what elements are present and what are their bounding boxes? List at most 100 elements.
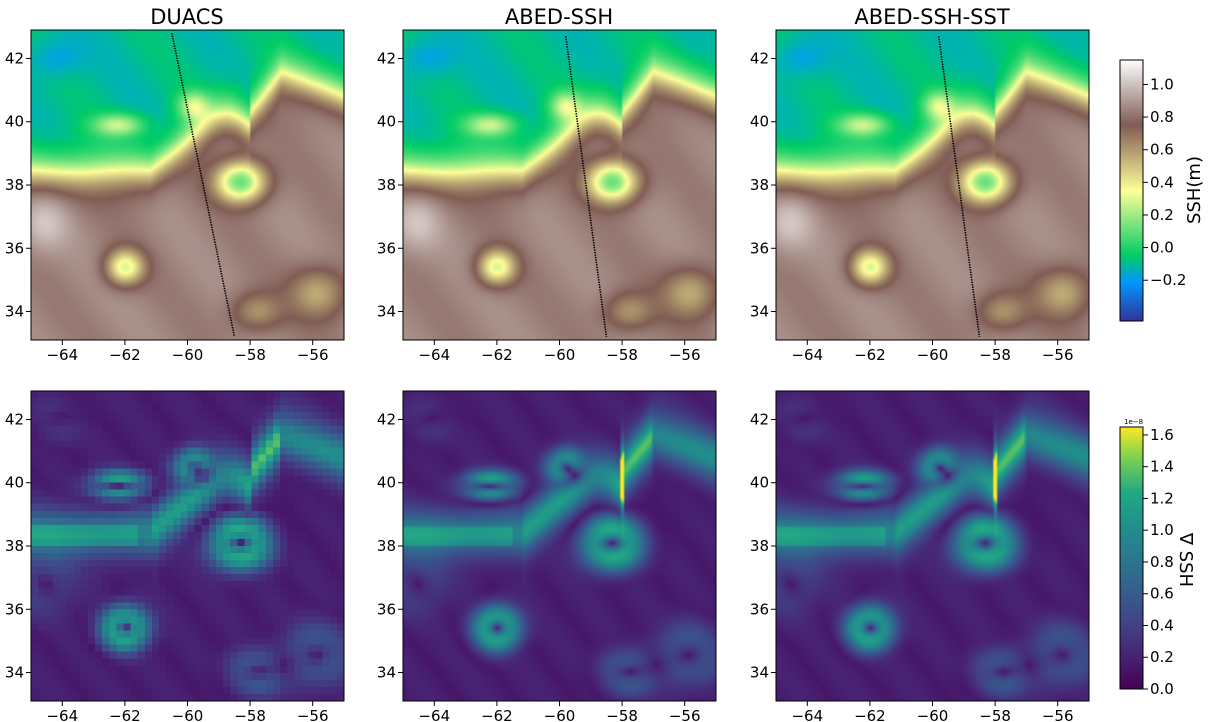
colorbar-tick-label: 0.4 — [1150, 173, 1174, 191]
gradient-heatmap-image — [31, 391, 344, 701]
colorbar-gradient — [1120, 60, 1143, 321]
x-tick-label: −56 — [669, 707, 701, 722]
y-tick-label: 40 — [750, 474, 769, 492]
x-tick-label: −58 — [606, 707, 638, 722]
panel-duacs-gradient: −64 −62 −60 −58 −56 34 36 38 40 42 — [5, 390, 345, 722]
colorbar-tick-label: 0.6 — [1150, 585, 1174, 603]
y-tick-label: 38 — [750, 537, 769, 555]
colorbar-tick-label: 0.8 — [1150, 108, 1174, 126]
panel-title: ABED-SSH — [505, 5, 613, 29]
colorbar-tick-label: 0.6 — [1150, 141, 1174, 159]
x-tick-label: −64 — [418, 707, 450, 722]
colorbar-tick-label: 0.8 — [1150, 553, 1174, 571]
gradient-heatmap — [31, 391, 344, 701]
colorbar-label: SSH(m) — [1184, 156, 1205, 224]
x-tick-label: −64 — [791, 707, 823, 722]
x-tick-label: −60 — [917, 346, 949, 364]
x-tick-label: −64 — [46, 707, 78, 722]
y-tick-label: 36 — [377, 600, 396, 618]
gradient-heatmap — [776, 391, 1089, 701]
x-tick-label: −64 — [791, 346, 823, 364]
y-tick-label: 36 — [750, 600, 769, 618]
y-tick-label: 40 — [750, 113, 769, 131]
x-tick-label: −56 — [297, 707, 329, 722]
x-tick-label: −62 — [481, 346, 513, 364]
y-tick-label: 36 — [5, 239, 24, 257]
y-tick-label: 38 — [377, 537, 396, 555]
x-tick-label: −56 — [669, 346, 701, 364]
ssh-heatmap-image — [31, 30, 344, 340]
y-tick-label: 42 — [377, 49, 396, 67]
ssh-heatmap-image — [403, 30, 716, 340]
colorbar-ssh: −0.2 0.0 0.2 0.4 0.6 0.8 1.0 SSH(m) — [1119, 59, 1205, 322]
colorbar-frame — [1119, 59, 1144, 322]
y-tick-label: 42 — [5, 410, 24, 428]
satellite-track — [937, 36, 981, 337]
x-tick-label: −60 — [172, 346, 204, 364]
colorbar-tick-label: 1.6 — [1150, 426, 1174, 444]
x-tick-label: −56 — [1042, 346, 1074, 364]
y-tick-label: 40 — [377, 474, 396, 492]
y-tick-label: 36 — [5, 600, 24, 618]
y-tick-label: 40 — [377, 113, 396, 131]
y-tick-label: 34 — [750, 664, 769, 682]
colorbar-tick-label: 1.0 — [1150, 75, 1174, 93]
colorbar-frame — [1119, 426, 1144, 690]
gradient-heatmap-image — [776, 391, 1089, 701]
x-tick-label: −60 — [544, 346, 576, 364]
colorbar-tick-label: 0.4 — [1150, 616, 1174, 634]
y-tick-label: 36 — [377, 239, 396, 257]
x-tick-label: −56 — [1042, 707, 1074, 722]
x-axis: −64 −62 −60 −58 −56 — [418, 701, 701, 722]
y-tick-label: 38 — [750, 176, 769, 194]
colorbar-tick-label: 0.2 — [1150, 648, 1174, 666]
y-tick-label: 40 — [5, 474, 24, 492]
panel-title: ABED-SSH-SST — [854, 5, 1009, 29]
panel-abed-ssh-ssh: ABED-SSH −64 −62 −60 −58 −56 34 36 38 40 42 — [377, 5, 717, 364]
y-tick-label: 42 — [750, 410, 769, 428]
y-tick-label: 42 — [750, 49, 769, 67]
panel-abed-ssh-sst-gradient: −64 −62 −60 −58 −56 34 36 38 40 42 — [750, 390, 1090, 722]
x-tick-label: −58 — [234, 707, 266, 722]
y-tick-label: 38 — [5, 537, 24, 555]
colorbar-exponent: 1e−8 — [1124, 418, 1143, 426]
x-axis: −64 −62 −60 −58 −56 — [791, 340, 1074, 364]
colorbar-tick-label: 1.4 — [1150, 458, 1174, 476]
satellite-track — [564, 36, 608, 337]
y-axis: 34 36 38 40 42 — [377, 410, 403, 682]
colorbar-ticks: −0.2 0.0 0.2 0.4 0.6 0.8 1.0 — [1143, 75, 1186, 289]
y-tick-label: 34 — [5, 664, 24, 682]
y-tick-label: 38 — [377, 176, 396, 194]
ssh-heatmap — [403, 30, 716, 340]
colorbar-tick-label: 0.0 — [1150, 239, 1174, 257]
x-axis: −64 −62 −60 −58 −56 — [418, 340, 701, 364]
ssh-heatmap — [31, 30, 344, 340]
y-tick-label: 34 — [377, 303, 396, 321]
x-tick-label: −62 — [481, 707, 513, 722]
x-tick-label: −62 — [109, 707, 141, 722]
x-tick-label: −62 — [854, 346, 886, 364]
y-tick-label: 36 — [750, 239, 769, 257]
colorbar-tick-label: 1.2 — [1150, 489, 1174, 507]
x-axis: −64 −62 −60 −58 −56 — [46, 340, 329, 364]
y-tick-label: 38 — [5, 176, 24, 194]
ssh-heatmap-image — [776, 30, 1089, 340]
colorbar-gradient — [1120, 427, 1143, 689]
x-tick-label: −64 — [418, 346, 450, 364]
colorbar-label: ∇ SSH — [1175, 532, 1196, 587]
x-tick-label: −60 — [917, 707, 949, 722]
y-axis: 34 36 38 40 42 — [750, 410, 776, 682]
panel-abed-ssh-gradient: −64 −62 −60 −58 −56 34 36 38 40 42 — [377, 390, 717, 722]
x-tick-label: −60 — [172, 707, 204, 722]
x-tick-label: −58 — [606, 346, 638, 364]
y-tick-label: 34 — [377, 664, 396, 682]
y-tick-label: 34 — [5, 303, 24, 321]
y-axis: 34 36 38 40 42 — [5, 49, 31, 321]
x-axis: −64 −62 −60 −58 −56 — [791, 701, 1074, 722]
y-tick-label: 42 — [377, 410, 396, 428]
y-tick-label: 34 — [750, 303, 769, 321]
x-tick-label: −58 — [979, 346, 1011, 364]
y-axis: 34 36 38 40 42 — [750, 49, 776, 321]
y-tick-label: 40 — [5, 113, 24, 131]
